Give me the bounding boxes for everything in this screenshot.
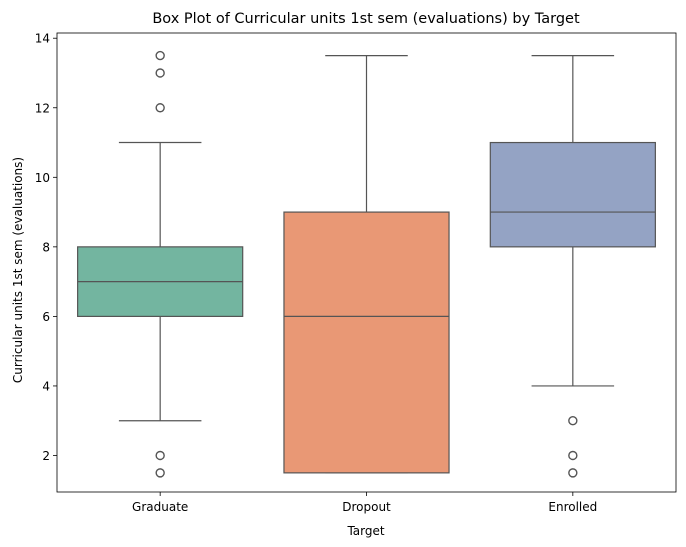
outlier-point-enrolled [568, 450, 578, 461]
outlier-point-graduate [155, 450, 165, 461]
plot-area: 2 4 6 8 10 12 14 Graduate Dropout Enrolled [35, 32, 677, 514]
x-tick-label-dropout: Dropout [342, 500, 391, 514]
y-tick-label: 6 [42, 310, 50, 324]
outlier-point-enrolled [568, 468, 578, 478]
outlier-point-graduate [155, 103, 165, 113]
y-tick-label: 12 [35, 101, 50, 115]
y-tick-label: 4 [42, 379, 50, 393]
chart-title: Box Plot of Curricular units 1st sem (ev… [152, 11, 580, 27]
y-axis-label: Curricular units 1st sem (evaluations) [11, 157, 25, 383]
outlier-point-enrolled [568, 416, 578, 426]
outlier-point-graduate [155, 68, 165, 78]
y-tick-label: 14 [35, 32, 50, 46]
y-tick-label: 8 [42, 240, 50, 254]
box-dropout [283, 211, 450, 474]
x-tick-label-enrolled: Enrolled [548, 500, 597, 514]
outlier-point-graduate [155, 50, 165, 61]
outlier-point-graduate [155, 468, 165, 478]
y-tick-label: 2 [42, 449, 50, 463]
y-tick-label: 10 [35, 171, 50, 185]
box-enrolled [489, 141, 656, 248]
x-tick-label-graduate: Graduate [132, 500, 188, 514]
x-axis-label: Target [346, 524, 384, 538]
